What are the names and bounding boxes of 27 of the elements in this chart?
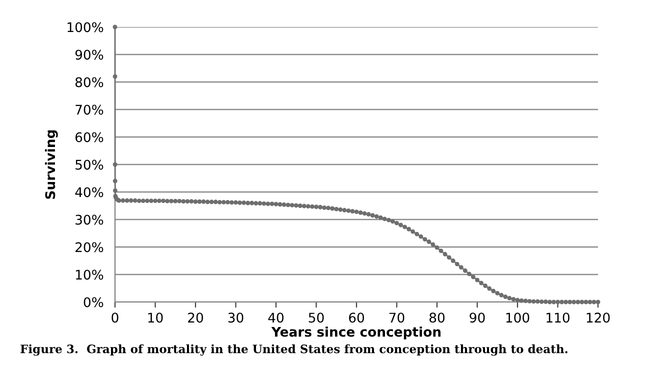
y-tick-label: 20%	[76, 242, 104, 252]
x-tick-label: 100	[506, 312, 530, 323]
y-tick-label: 50%	[76, 160, 104, 170]
x-tick-label: 50	[308, 312, 324, 323]
x-tick-label: 20	[188, 312, 204, 323]
y-axis-title: Surviving	[44, 130, 58, 199]
y-tick-label: 70%	[76, 104, 104, 115]
x-tick-label: 0	[112, 312, 118, 323]
y-tick-label: 10%	[76, 270, 104, 280]
x-tick-label: 60	[349, 312, 364, 323]
y-tick-label: 0%	[84, 297, 104, 308]
x-tick-label: 110	[546, 312, 570, 323]
y-tick-label: 100%	[68, 22, 104, 32]
x-tick-label: 10	[148, 312, 163, 323]
y-tick-label: 90%	[75, 50, 104, 60]
x-tick-label: 70	[389, 312, 404, 323]
x-axis-title: Years since conception	[271, 326, 441, 340]
x-tick-label: 80	[430, 312, 445, 323]
y-tick-label: 30%	[76, 214, 104, 225]
x-tick-label: 30	[228, 312, 244, 323]
y-tick-label: 80%	[75, 77, 104, 88]
y-tick-label: 40%	[75, 187, 104, 198]
y-tick-label: 60%	[75, 132, 104, 142]
x-tick-label: 40	[268, 312, 284, 323]
x-tick-label: 90	[470, 312, 485, 323]
x-tick-label: 120	[586, 312, 610, 323]
caption: Figure 3. Graph of mortality in the United States from conception through to death.	[20, 344, 568, 356]
